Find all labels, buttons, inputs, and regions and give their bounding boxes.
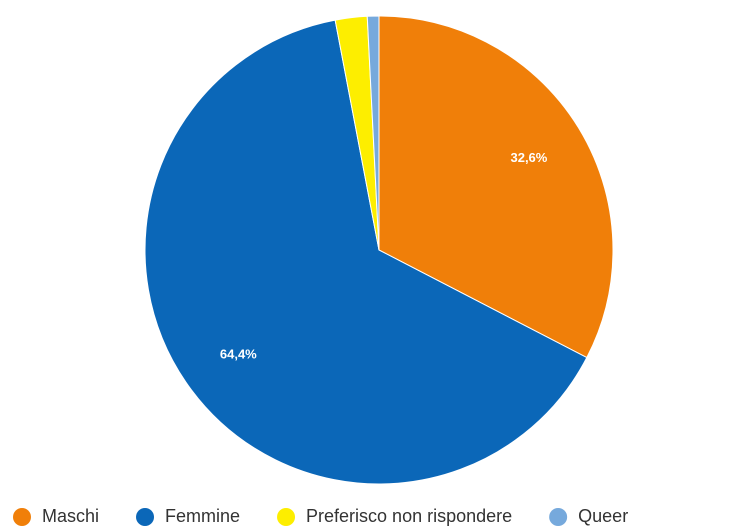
legend-swatch (549, 508, 568, 526)
value-label: 32,6% (510, 150, 547, 165)
legend-swatch (13, 508, 31, 526)
legend-swatch (277, 508, 296, 526)
legend-label: Maschi (42, 506, 99, 526)
pie-slice (144, 19, 588, 485)
legend-label: Queer (578, 506, 628, 526)
pie-slice (366, 15, 380, 251)
legend-swatch (136, 508, 155, 526)
legend-label: Femmine (165, 506, 240, 526)
pie-slice (378, 15, 614, 359)
legend-label: Preferisco non rispondere (306, 506, 512, 526)
value-label: 64,4% (220, 346, 257, 361)
